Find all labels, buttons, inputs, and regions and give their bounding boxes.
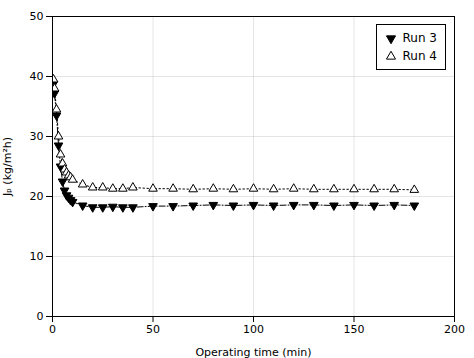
html-text:Run 4: Run 4 [402,49,437,63]
svg-text:40: 40 [30,70,44,83]
svg-text:200: 200 [444,323,465,336]
svg-text:Jₚ (kg/m²h): Jₚ (kg/m²h) [1,137,14,197]
svg-text:20: 20 [30,190,44,203]
svg-text:50: 50 [146,323,160,336]
svg-text:0: 0 [49,323,56,336]
svg-text:50: 50 [30,10,44,23]
svg-text:100: 100 [243,323,264,336]
svg-text:30: 30 [30,130,44,143]
svg-text:10: 10 [30,250,44,263]
svg-text:150: 150 [344,323,365,336]
svg-text:0: 0 [37,310,44,323]
svg-text:Operating time (min): Operating time (min) [195,346,311,358]
html-text:Run 3: Run 3 [402,31,437,45]
